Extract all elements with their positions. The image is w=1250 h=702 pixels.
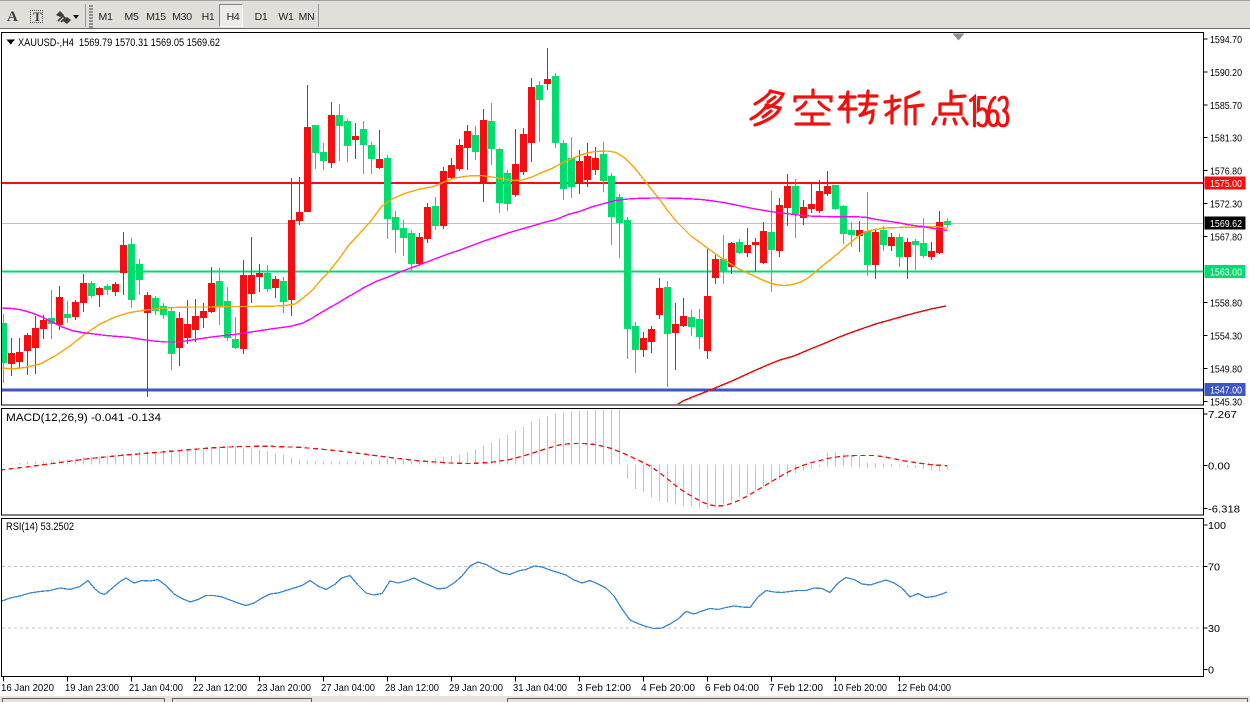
svg-text:1590.20: 1590.20 [1210,67,1242,79]
svg-text:1563.00: 1563.00 [1210,267,1242,279]
svg-text:XAUUSD-,H4 1569.79 1570.31 15: XAUUSD-,H4 1569.79 1570.31 1569.05 1569.… [18,37,220,49]
svg-text:1572.30: 1572.30 [1210,198,1242,210]
svg-text:1558.80: 1558.80 [1210,297,1242,309]
svg-text:1569.62: 1569.62 [1210,218,1242,230]
svg-text:19 Jan 23:00: 19 Jan 23:00 [65,682,119,694]
svg-text:1567.80: 1567.80 [1210,231,1242,243]
svg-text:1575.00: 1575.00 [1210,178,1242,190]
svg-text:1549.80: 1549.80 [1210,363,1242,375]
svg-text:7.267: 7.267 [1208,409,1237,421]
svg-text:1545.30: 1545.30 [1210,396,1242,408]
svg-text:27 Jan 04:00: 27 Jan 04:00 [321,682,375,694]
svg-text:12 Feb 04:00: 12 Feb 04:00 [897,682,951,694]
svg-text:1547.00: 1547.00 [1210,384,1242,396]
svg-text:31 Jan 04:00: 31 Jan 04:00 [513,682,567,694]
svg-text:21 Jan 04:00: 21 Jan 04:00 [129,682,183,694]
svg-text:1554.30: 1554.30 [1210,330,1242,342]
svg-text:7 Feb 12:00: 7 Feb 12:00 [769,682,823,694]
svg-text:4 Feb 20:00: 4 Feb 20:00 [641,682,695,694]
svg-text:70: 70 [1208,562,1220,574]
svg-text:6 Feb 04:00: 6 Feb 04:00 [705,682,759,694]
svg-text:0: 0 [1208,665,1214,677]
svg-text:10 Feb 20:00: 10 Feb 20:00 [833,682,887,694]
svg-text:RSI(14) 53.2502: RSI(14) 53.2502 [6,521,74,533]
svg-text:29 Jan 20:00: 29 Jan 20:00 [449,682,503,694]
svg-text:-6.318: -6.318 [1208,503,1240,515]
svg-text:1581.30: 1581.30 [1210,132,1242,144]
svg-text:100: 100 [1208,520,1226,532]
svg-text:23 Jan 20:00: 23 Jan 20:00 [257,682,311,694]
svg-text:30: 30 [1208,623,1220,635]
svg-text:16 Jan 2020: 16 Jan 2020 [1,682,54,694]
svg-text:1594.70: 1594.70 [1210,34,1242,46]
svg-text:MACD(12,26,9) -0.041 -0.134: MACD(12,26,9) -0.041 -0.134 [6,412,161,424]
svg-text:3 Feb 12:00: 3 Feb 12:00 [577,682,631,694]
svg-text:22 Jan 12:00: 22 Jan 12:00 [193,682,247,694]
svg-text:0.00: 0.00 [1208,461,1230,473]
svg-text:1576.80: 1576.80 [1210,165,1242,177]
svg-text:28 Jan 12:00: 28 Jan 12:00 [385,682,439,694]
svg-text:1585.70: 1585.70 [1210,100,1242,112]
